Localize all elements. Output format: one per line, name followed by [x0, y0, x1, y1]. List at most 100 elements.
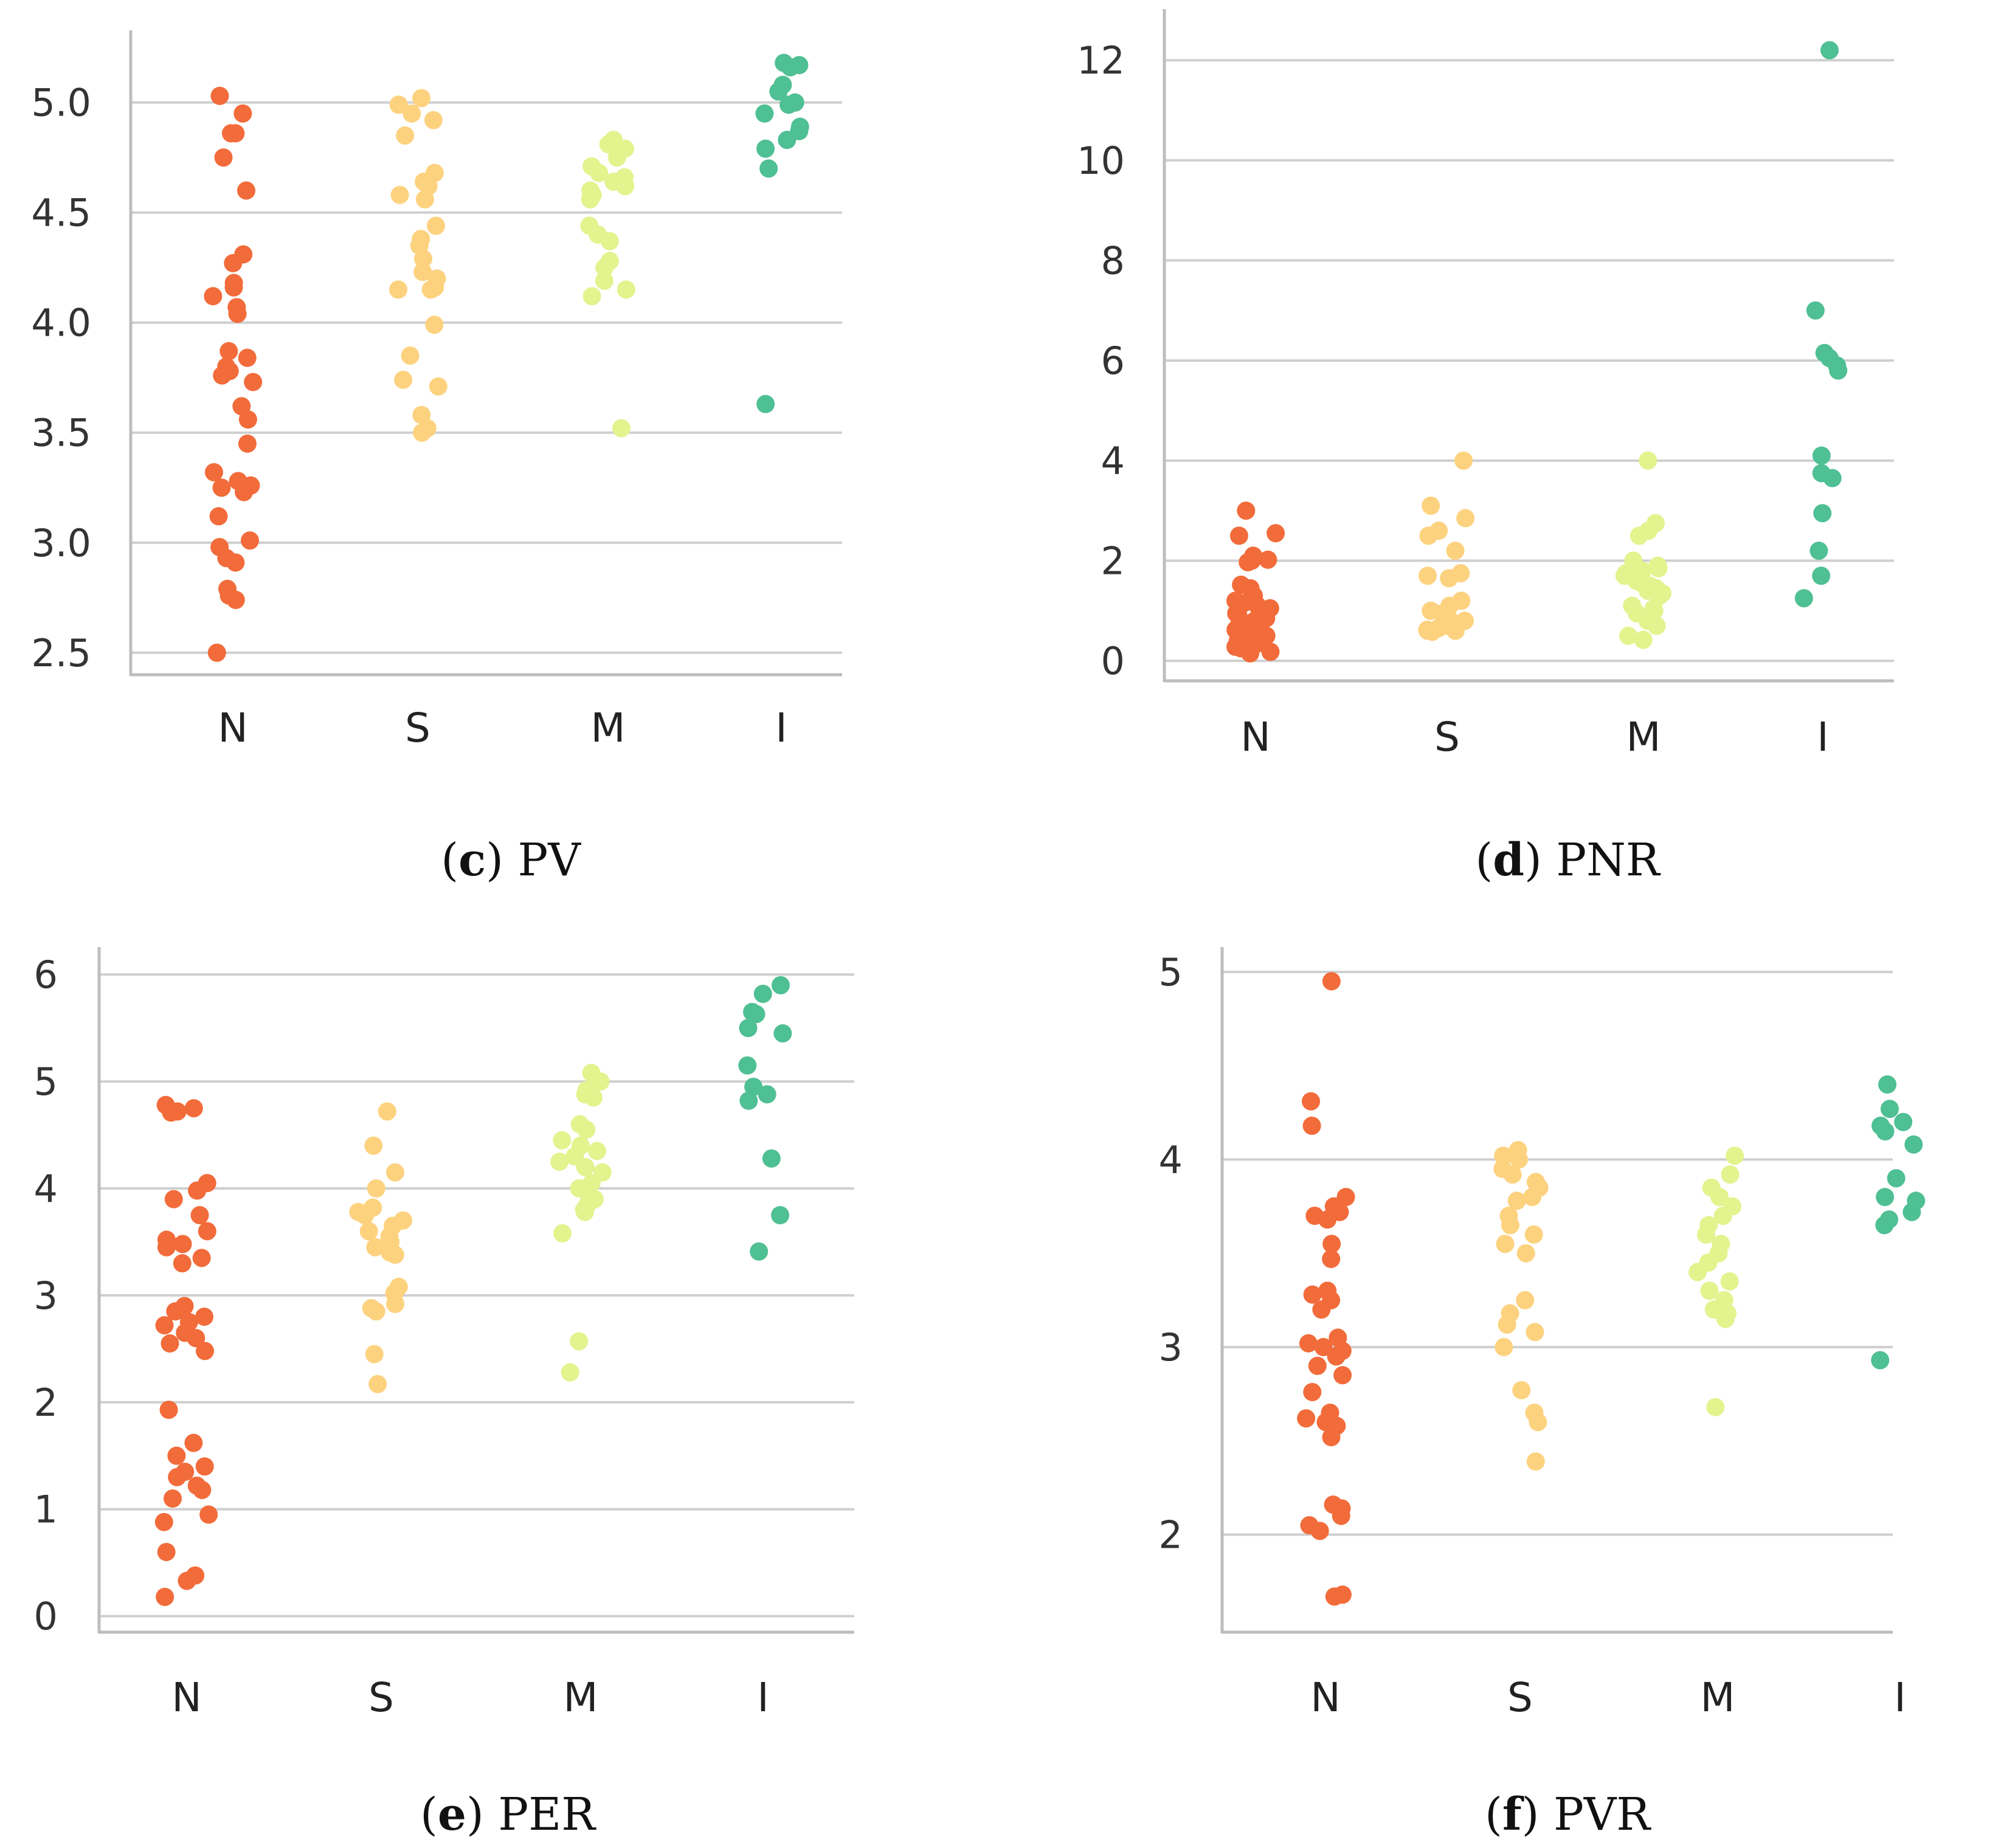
data-point: [425, 315, 444, 334]
data-point: [356, 1205, 375, 1224]
data-point: [595, 258, 614, 277]
y-tick-label: 10: [1077, 139, 1125, 183]
data-point: [401, 346, 420, 365]
data-point: [744, 1077, 763, 1096]
data-point: [159, 1401, 178, 1419]
x-tick-label: N: [218, 705, 247, 751]
data-point: [778, 131, 797, 150]
data-point: [386, 1294, 405, 1313]
data-point: [368, 1374, 387, 1393]
data-point: [429, 377, 448, 396]
y-tick-label: 8: [1101, 238, 1125, 283]
data-point: [1726, 1146, 1744, 1165]
data-point: [738, 1056, 757, 1075]
data-point: [1647, 616, 1666, 635]
data-point: [756, 139, 775, 158]
data-point: [235, 483, 254, 502]
data-point: [426, 216, 445, 235]
data-point: [1237, 502, 1256, 520]
data-point: [739, 1091, 758, 1110]
data-point: [599, 135, 618, 154]
data-point: [396, 126, 415, 145]
y-tick-label: 6: [34, 953, 58, 997]
data-point: [193, 1481, 212, 1500]
data-point: [1495, 1337, 1513, 1356]
data-point: [1308, 1356, 1327, 1375]
data-point: [412, 89, 431, 108]
data-point: [1267, 524, 1285, 543]
caption-title: PV: [518, 834, 582, 886]
y-tick-label: 12: [1077, 38, 1125, 83]
data-point: [184, 1099, 203, 1118]
y-tick-label: 2: [34, 1381, 58, 1425]
data-point: [1876, 1188, 1895, 1207]
data-point: [590, 164, 609, 182]
data-point: [1794, 589, 1813, 608]
data-point: [1629, 526, 1648, 545]
y-tick-label: 3.0: [31, 521, 91, 565]
data-point: [161, 1334, 179, 1353]
data-point: [415, 190, 434, 209]
x-tick-label: M: [591, 705, 626, 751]
caption-letter: c: [458, 834, 486, 886]
data-point: [781, 58, 800, 77]
data-point: [413, 263, 432, 281]
data-point: [1878, 1075, 1897, 1094]
chart-panel-e: 0 1 2 3 4 5 6 N S M I (e) PER: [34, 947, 854, 1841]
data-point: [1312, 1300, 1331, 1319]
data-point: [553, 1224, 572, 1243]
data-point: [168, 1467, 187, 1486]
data-point: [612, 419, 631, 438]
data-point: [584, 1088, 603, 1107]
data-point: [1322, 972, 1341, 991]
data-point: [1333, 1366, 1352, 1385]
y-tick-label: 4.5: [31, 191, 91, 235]
data-point: [421, 280, 440, 299]
data-point: [212, 478, 231, 497]
caption-paren: ): [1524, 834, 1556, 886]
data-point: [1322, 1235, 1341, 1253]
data-point: [241, 531, 260, 550]
data-point: [1516, 1291, 1535, 1309]
x-tick-label: N: [1240, 714, 1270, 760]
y-tick-label: 1: [34, 1488, 58, 1532]
data-point: [192, 1249, 211, 1267]
y-tick-label: 3: [1159, 1325, 1183, 1370]
caption-paren: ): [486, 834, 517, 886]
caption-title: PVR: [1553, 1788, 1651, 1841]
data-point: [173, 1254, 192, 1273]
data-point: [591, 1072, 610, 1091]
data-point: [238, 434, 257, 453]
y-tick-label: 2: [1101, 539, 1125, 583]
data-point: [198, 1222, 216, 1241]
data-point: [1510, 1150, 1529, 1169]
data-point: [389, 95, 408, 114]
data-point: [1229, 526, 1248, 545]
data-point: [1440, 569, 1459, 588]
x-tick-label: M: [1626, 714, 1661, 760]
data-point: [1419, 567, 1437, 585]
data-point: [196, 1342, 215, 1360]
data-point: [390, 185, 409, 204]
y-tick-label: 2: [1159, 1513, 1183, 1557]
chart-caption: (f) PVR: [1485, 1788, 1651, 1841]
chart-panel-c: 2.5 3.0 3.5 4.0 4.5 5.0 N S M I (c) PV: [31, 30, 842, 886]
data-point: [1496, 1235, 1515, 1253]
data-point: [367, 1302, 385, 1321]
x-tick-label: S: [1434, 714, 1460, 760]
data-point: [1503, 1165, 1522, 1184]
data-point: [750, 1242, 769, 1261]
data-point: [190, 1205, 209, 1224]
data-point: [164, 1190, 183, 1208]
data-point: [221, 124, 240, 143]
data-point: [600, 232, 619, 250]
data-point: [1894, 1112, 1913, 1131]
caption-letter: d: [1493, 834, 1524, 886]
data-point: [1806, 301, 1825, 320]
data-point: [238, 410, 257, 429]
data-point: [1710, 1188, 1729, 1207]
data-point: [1446, 541, 1465, 560]
data-point: [1904, 1135, 1923, 1154]
data-point: [1498, 1315, 1516, 1334]
data-point: [755, 104, 774, 123]
